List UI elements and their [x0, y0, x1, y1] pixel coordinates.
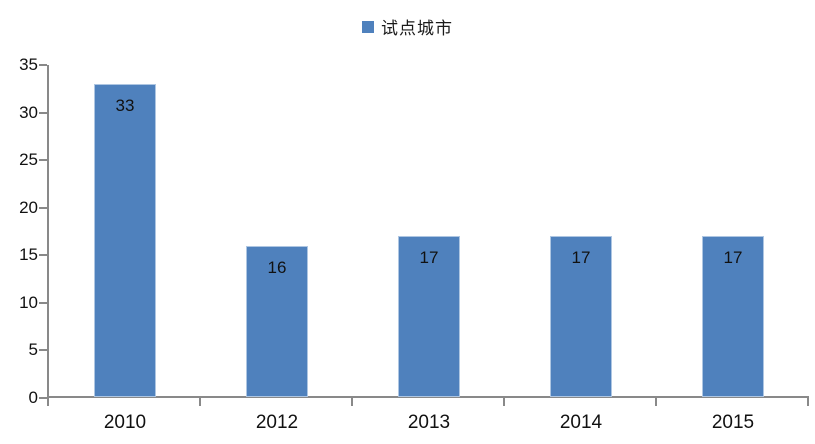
bar: [246, 246, 308, 397]
bar: [94, 84, 156, 397]
bar-value-label: 17: [419, 248, 439, 267]
x-axis-tick: [199, 398, 201, 406]
y-axis-tick-label: 30: [19, 103, 38, 122]
legend-swatch-icon: [362, 20, 374, 33]
y-axis-tick: [39, 159, 47, 161]
x-axis-tick-label: 2014: [559, 412, 603, 433]
y-axis-tick-label: 10: [19, 293, 38, 312]
x-axis-tick-label: 2012: [255, 412, 299, 433]
x-axis-tick: [351, 398, 353, 406]
y-axis-tick-label: 5: [28, 340, 38, 359]
y-axis-tick-label: 15: [19, 245, 38, 264]
x-axis-tick: [655, 398, 657, 406]
y-axis-tick: [39, 207, 47, 209]
y-axis-tick: [39, 64, 47, 66]
y-axis-tick-label: 20: [19, 198, 38, 217]
y-axis-tick: [39, 349, 47, 351]
x-axis-tick-label: 2010: [103, 412, 147, 433]
legend: 试点城市: [0, 14, 815, 39]
x-axis-tick: [503, 398, 505, 406]
y-axis-tick-label: 0: [28, 388, 38, 407]
bar: [550, 236, 612, 397]
bar-value-label: 17: [723, 248, 743, 267]
y-axis-tick: [39, 302, 47, 304]
y-axis-line: [47, 65, 49, 406]
bar: [702, 236, 764, 397]
legend-label: 试点城市: [381, 19, 453, 38]
y-axis-tick: [39, 397, 47, 399]
bar-value-label: 33: [115, 96, 135, 115]
y-axis-tick-label: 35: [19, 55, 38, 74]
x-axis-line: [47, 396, 809, 398]
bar: [398, 236, 460, 397]
x-axis-tick-label: 2015: [711, 412, 755, 433]
bar-value-label: 16: [267, 258, 287, 277]
bar-value-label: 17: [571, 248, 591, 267]
y-axis-tick: [39, 254, 47, 256]
y-axis-tick-label: 25: [19, 150, 38, 169]
x-axis-tick: [807, 398, 809, 406]
x-axis-tick-label: 2013: [407, 412, 451, 433]
y-axis-tick: [39, 112, 47, 114]
